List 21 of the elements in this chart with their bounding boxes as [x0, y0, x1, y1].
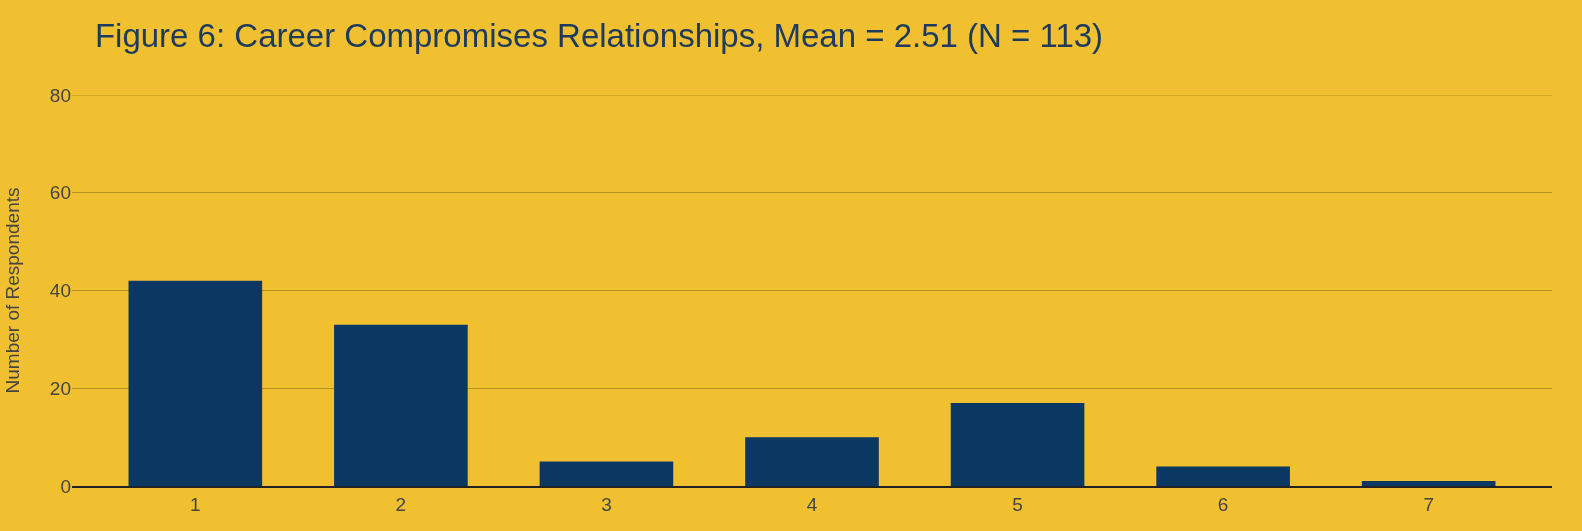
bar — [334, 324, 468, 486]
bar — [1156, 466, 1290, 486]
y-tick-label: 0 — [60, 475, 71, 497]
x-tick-label: 7 — [1423, 493, 1434, 515]
y-tick-label: 40 — [49, 280, 71, 302]
x-tick-label: 5 — [1012, 493, 1023, 515]
y-tick-label: 20 — [49, 377, 71, 399]
bar — [128, 280, 263, 486]
bar — [539, 461, 674, 486]
x-tick-label: 1 — [190, 493, 201, 515]
x-tick-label: 2 — [395, 493, 407, 515]
y-axis-title: Number of Respondents — [1, 187, 23, 394]
bar — [950, 402, 1085, 486]
x-tick-label: 6 — [1217, 493, 1229, 515]
x-tick-label: 4 — [806, 493, 818, 515]
bar — [1361, 481, 1496, 486]
x-tick-label: 3 — [601, 493, 612, 515]
chart-title: Figure 6: Career Compromises Relationships, Mean = 2.51 (N = 113) — [94, 17, 1104, 54]
y-tick-label: 60 — [49, 182, 71, 204]
bar — [745, 437, 879, 486]
y-tick-label: 80 — [49, 84, 71, 106]
